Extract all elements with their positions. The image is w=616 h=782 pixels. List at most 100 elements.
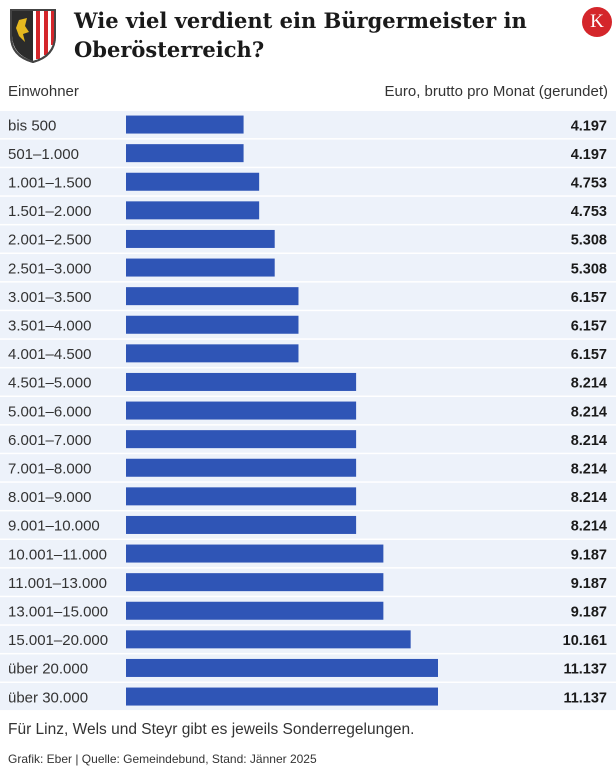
value-label: 9.187	[571, 605, 607, 621]
value-label: 8.214	[571, 404, 607, 420]
table-row: 11.001–13.000 9.187	[0, 568, 616, 596]
kurier-k-logo-icon: K	[582, 7, 612, 37]
value-label: 8.214	[571, 519, 607, 535]
value-label: 6.157	[571, 347, 607, 363]
bar	[126, 687, 438, 706]
bar	[126, 601, 384, 620]
bar	[126, 372, 357, 391]
bar	[126, 344, 299, 363]
value-label: 9.187	[571, 576, 607, 592]
category-label: 5.001–6.000	[8, 403, 91, 420]
category-label: 4.001–4.500	[8, 346, 91, 363]
table-row: 9.001–10.000 8.214	[0, 511, 616, 539]
category-label: 3.501–4.000	[8, 318, 91, 335]
table-row: 1.001–1.500 4.753	[0, 168, 616, 196]
bar	[126, 315, 299, 334]
table-row: 5.001–6.000 8.214	[0, 397, 616, 425]
table-row: 4.501–5.000 8.214	[0, 368, 616, 396]
category-label: 1.001–1.500	[8, 175, 91, 192]
bar	[126, 115, 244, 134]
value-label: 4.197	[571, 147, 607, 163]
category-label: 8.001–9.000	[8, 489, 91, 506]
value-label: 4.753	[571, 204, 607, 220]
value-header: Euro, brutto pro Monat (gerundet)	[384, 83, 608, 100]
table-row: 501–1.000 4.197	[0, 139, 616, 167]
table-row: 10.001–11.000 9.187	[0, 540, 616, 568]
bar	[126, 630, 411, 649]
value-label: 4.753	[571, 176, 607, 192]
table-row: 3.001–3.500 6.157	[0, 282, 616, 310]
category-label: 1.501–2.000	[8, 203, 91, 220]
value-label: 5.308	[571, 261, 607, 277]
category-label: 2.501–3.000	[8, 260, 91, 277]
table-row: 2.501–3.000 5.308	[0, 254, 616, 282]
table-row: 2.001–2.500 5.308	[0, 225, 616, 253]
footnote: Für Linz, Wels und Steyr gibt es jeweils…	[8, 721, 415, 738]
value-label: 4.197	[571, 118, 607, 134]
value-label: 8.214	[571, 490, 607, 506]
table-row: 13.001–15.000 9.187	[0, 597, 616, 625]
table-row: 15.001–20.000 10.161	[0, 625, 616, 653]
category-label: bis 500	[8, 117, 56, 134]
row-background	[0, 139, 616, 167]
bar	[126, 258, 275, 277]
category-label: 3.001–3.500	[8, 289, 91, 306]
table-row: 7.001–8.000 8.214	[0, 454, 616, 482]
row-background	[0, 254, 616, 282]
bar	[126, 658, 438, 677]
category-label: 10.001–11.000	[8, 546, 107, 563]
table-row: 1.501–2.000 4.753	[0, 196, 616, 224]
row-background	[0, 311, 616, 339]
bar	[126, 487, 357, 506]
value-label: 6.157	[571, 319, 607, 335]
bar	[126, 430, 357, 449]
bar	[126, 401, 357, 420]
category-label: 6.001–7.000	[8, 432, 91, 449]
bar	[126, 172, 260, 191]
category-label: 9.001–10.000	[8, 518, 100, 535]
table-row: 4.001–4.500 6.157	[0, 339, 616, 367]
bar	[126, 144, 244, 163]
table-row: über 20.000 11.137	[0, 654, 616, 682]
row-background	[0, 111, 616, 139]
value-label: 11.137	[563, 690, 607, 706]
oberoesterreich-coat-of-arms-icon	[10, 9, 56, 64]
category-label: 15.001–20.000	[8, 632, 108, 649]
bar	[126, 573, 384, 592]
category-label: über 20.000	[8, 661, 88, 678]
category-label: 2.001–2.500	[8, 232, 91, 249]
source-line: Grafik: Eber | Quelle: Gemeindebund, Sta…	[8, 752, 317, 766]
row-background	[0, 168, 616, 196]
category-label: 7.001–8.000	[8, 461, 91, 478]
bar	[126, 229, 275, 248]
value-label: 8.214	[571, 376, 607, 392]
category-label: 13.001–15.000	[8, 604, 108, 621]
bar	[126, 544, 384, 563]
bar-chart: bis 500 4.197 501–1.000 4.197 1.001–1.500 4.7…	[0, 111, 616, 711]
category-label: 11.001–13.000	[8, 575, 107, 592]
table-row: 3.501–4.000 6.157	[0, 311, 616, 339]
bar	[126, 458, 357, 477]
table-row: über 30.000 11.137	[0, 683, 616, 711]
table-row: 6.001–7.000 8.214	[0, 425, 616, 453]
category-label: 501–1.000	[8, 146, 79, 163]
bar	[126, 201, 260, 220]
table-row: 8.001–9.000 8.214	[0, 482, 616, 510]
table-row: bis 500 4.197	[0, 111, 616, 139]
value-label: 11.137	[563, 662, 607, 678]
bar	[126, 515, 357, 534]
value-label: 6.157	[571, 290, 607, 306]
category-label: über 30.000	[8, 689, 88, 706]
value-label: 10.161	[563, 633, 607, 649]
row-background	[0, 196, 616, 224]
row-background	[0, 339, 616, 367]
value-label: 9.187	[571, 547, 607, 563]
row-background	[0, 282, 616, 310]
row-background	[0, 225, 616, 253]
category-header: Einwohner	[8, 83, 79, 100]
header: Wie viel verdient ein Bürgermeister in O…	[0, 0, 616, 80]
value-label: 8.214	[571, 462, 607, 478]
bar	[126, 287, 299, 306]
value-label: 8.214	[571, 433, 607, 449]
value-label: 5.308	[571, 233, 607, 249]
